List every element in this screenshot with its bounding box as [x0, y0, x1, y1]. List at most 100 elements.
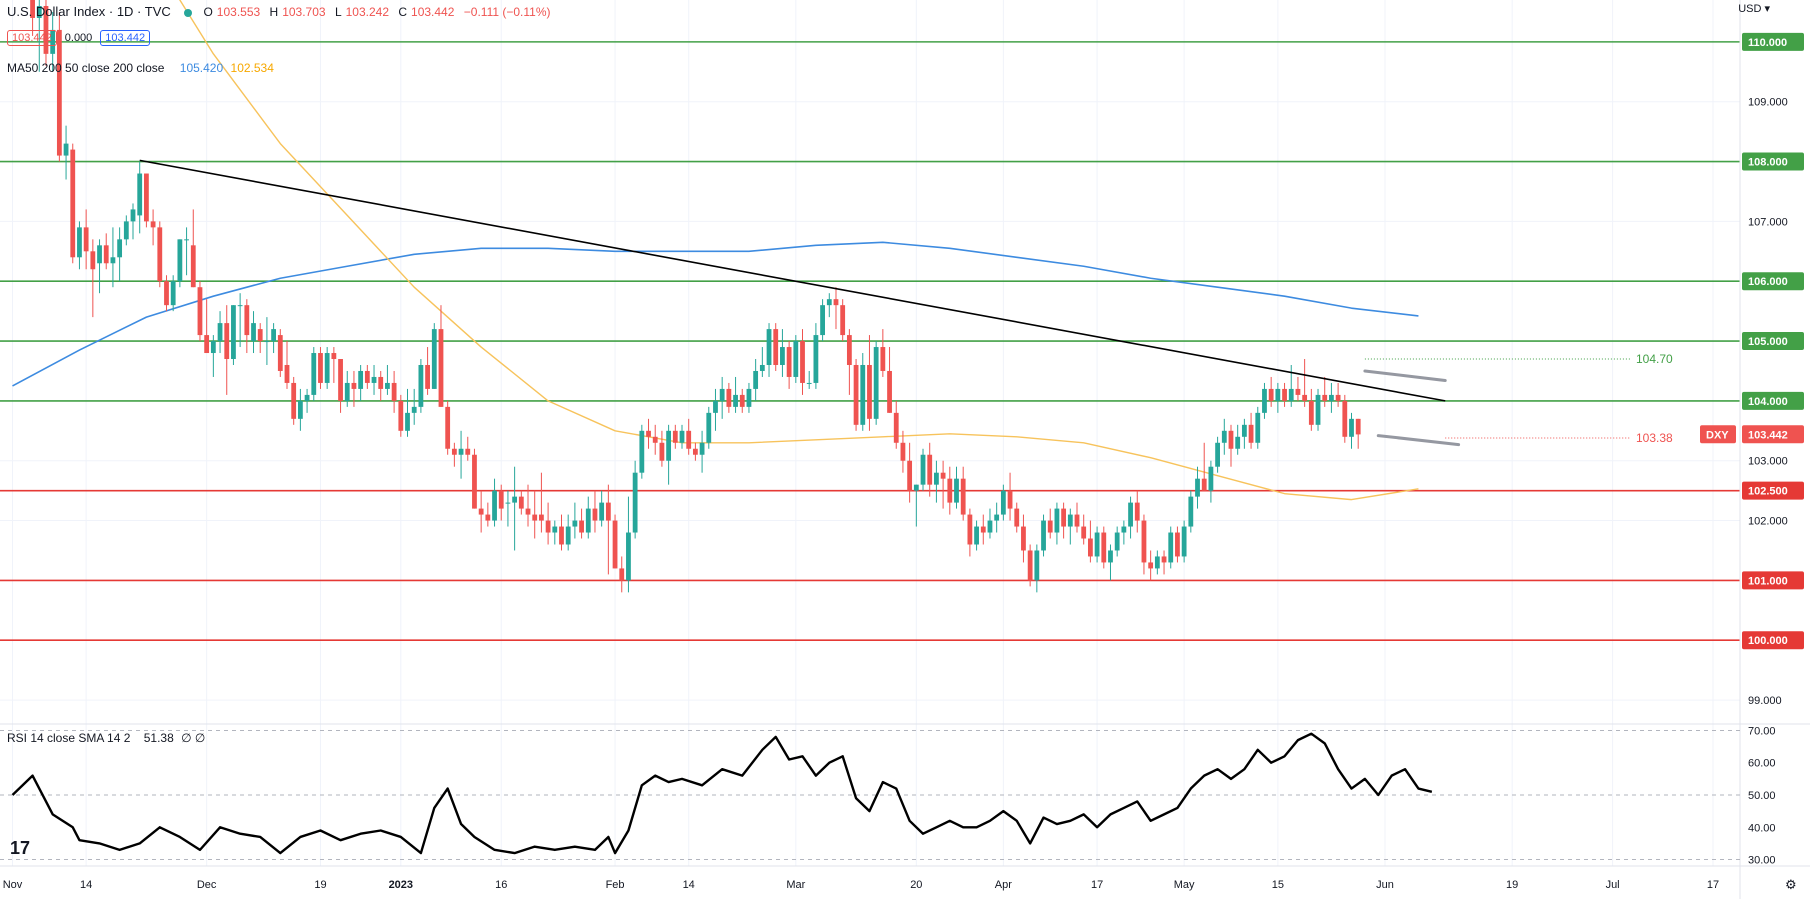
candle-body-25	[177, 239, 183, 282]
candle-body-175	[1181, 526, 1187, 557]
candle-body-4	[36, 5, 42, 18]
candle-body-201	[1355, 418, 1361, 435]
candle-body-34	[237, 305, 243, 307]
candle-body-139	[940, 472, 946, 479]
candle-body-197	[1329, 394, 1334, 401]
ohlc-high-key: H	[269, 5, 279, 19]
candle-body-182	[1228, 430, 1234, 449]
candle-body-109	[739, 394, 745, 407]
candle-body-66	[451, 448, 457, 455]
candle-body-163	[1101, 532, 1107, 563]
candle-body-85	[579, 520, 584, 533]
spread-box: 0.000	[64, 32, 93, 44]
time-tick-label-5: 16	[495, 879, 507, 891]
candle-body-12	[90, 251, 96, 270]
time-axis[interactable]: Nov 14 Dec 19 2023 16 Feb 14 Mar 20 Apr 17 May 15 Jun 1…	[0, 865, 1810, 893]
trendline	[139, 159, 1446, 402]
candle-body-187	[1262, 388, 1267, 413]
candle-body-56	[385, 382, 390, 389]
candle-body-117	[793, 341, 799, 377]
currency-label: USD	[1738, 3, 1762, 15]
candle-body-178	[1201, 478, 1207, 491]
ohlc-close-value: 103.442	[411, 5, 455, 19]
candle-body-151	[1021, 526, 1026, 551]
candle-body-186	[1255, 412, 1261, 443]
candle-body-162	[1094, 532, 1100, 557]
candle-body-6	[50, 29, 56, 54]
candle-body-24	[170, 281, 176, 306]
rsi-tick-label-2: 50.00	[1748, 790, 1776, 802]
time-tick-label-17: 17	[1707, 879, 1719, 891]
annotations: 104.70 103.38	[1364, 352, 1673, 445]
candle-body-192	[1295, 388, 1301, 395]
rsi-legend[interactable]: RSI 14 close SMA 14 2 51.38 ∅ ∅	[7, 731, 209, 745]
axis-level-badge-6	[1742, 391, 1804, 410]
candle-body-48	[331, 353, 337, 360]
candle-body-40	[277, 335, 283, 371]
candle-body-67	[458, 448, 464, 455]
time-tick-label-16: Jul	[1606, 879, 1620, 891]
candle-body-41	[284, 364, 290, 383]
candle-body-100	[679, 430, 685, 443]
candle-body-122	[826, 299, 832, 306]
candle-body-69	[472, 454, 477, 509]
candle-body-138	[934, 472, 939, 485]
candle-body-74	[505, 502, 511, 504]
candle-body-14	[103, 245, 109, 264]
tradingview-logo-icon: 17	[10, 838, 31, 858]
candle-body-195	[1315, 394, 1321, 425]
candle-body-153	[1034, 550, 1040, 581]
candle-body-86	[585, 508, 591, 533]
ma-legend[interactable]: MA50 200 50 close 200 close 105.420 102.…	[7, 61, 278, 75]
price-axis[interactable]: 110.000 109.000 108.000 107.000 106.000 105.0…	[1700, 0, 1804, 899]
candle-body-65	[445, 406, 451, 449]
candle-body-132	[893, 412, 899, 443]
bid-box[interactable]: 103.442	[7, 30, 57, 46]
candle-body-26	[184, 239, 189, 241]
candle-body-166	[1121, 526, 1127, 533]
candle-body-123	[833, 299, 839, 306]
candle-body-18	[130, 209, 136, 222]
candle-body-37	[257, 329, 263, 342]
candle-body-172	[1161, 556, 1167, 563]
candle-body-118	[800, 341, 805, 383]
candle-body-165	[1114, 532, 1120, 551]
rsi-pane[interactable]: 70.00 60.00 50.00 40.00 30.00	[0, 725, 1776, 867]
candle-body-167	[1128, 502, 1133, 527]
candle-body-156	[1054, 508, 1060, 533]
candle-body-173	[1168, 532, 1174, 563]
candle-body-19	[137, 173, 143, 216]
candle-body-103	[699, 442, 705, 455]
time-tick-label-7: 14	[683, 879, 695, 891]
symbol-title[interactable]: U.S. Dollar Index · 1D · TVC	[7, 4, 171, 19]
ask-box[interactable]: 103.442	[100, 30, 151, 46]
candles	[30, 0, 1361, 593]
market-status-icon	[184, 8, 193, 17]
candle-body-183	[1235, 436, 1241, 449]
candle-body-17	[123, 221, 129, 240]
ma200-value: 105.420	[179, 61, 224, 75]
settings-gear-icon[interactable]: ⚙	[1785, 878, 1797, 893]
candle-body-135	[913, 484, 919, 491]
candle-body-127	[860, 364, 866, 425]
candle-body-60	[411, 406, 417, 413]
candle-body-129	[873, 347, 879, 419]
time-tick-label-15: 19	[1506, 879, 1518, 891]
ticker-badge	[1700, 425, 1736, 444]
ohlc-close-key: C	[398, 5, 408, 19]
candle-body-7	[56, 29, 62, 156]
ma200-line	[12, 241, 1419, 387]
candle-body-177	[1195, 478, 1200, 497]
candle-body-62	[425, 364, 430, 389]
candle-body-131	[887, 370, 892, 413]
candle-body-57	[391, 382, 397, 401]
candle-body-126	[853, 364, 859, 425]
candle-body-72	[492, 490, 497, 521]
candle-body-39	[271, 329, 277, 342]
candle-body-115	[780, 347, 785, 365]
candle-body-43	[297, 400, 303, 419]
candle-body-46	[318, 353, 323, 383]
currency-selector[interactable]: USD ▾	[1738, 3, 1770, 15]
